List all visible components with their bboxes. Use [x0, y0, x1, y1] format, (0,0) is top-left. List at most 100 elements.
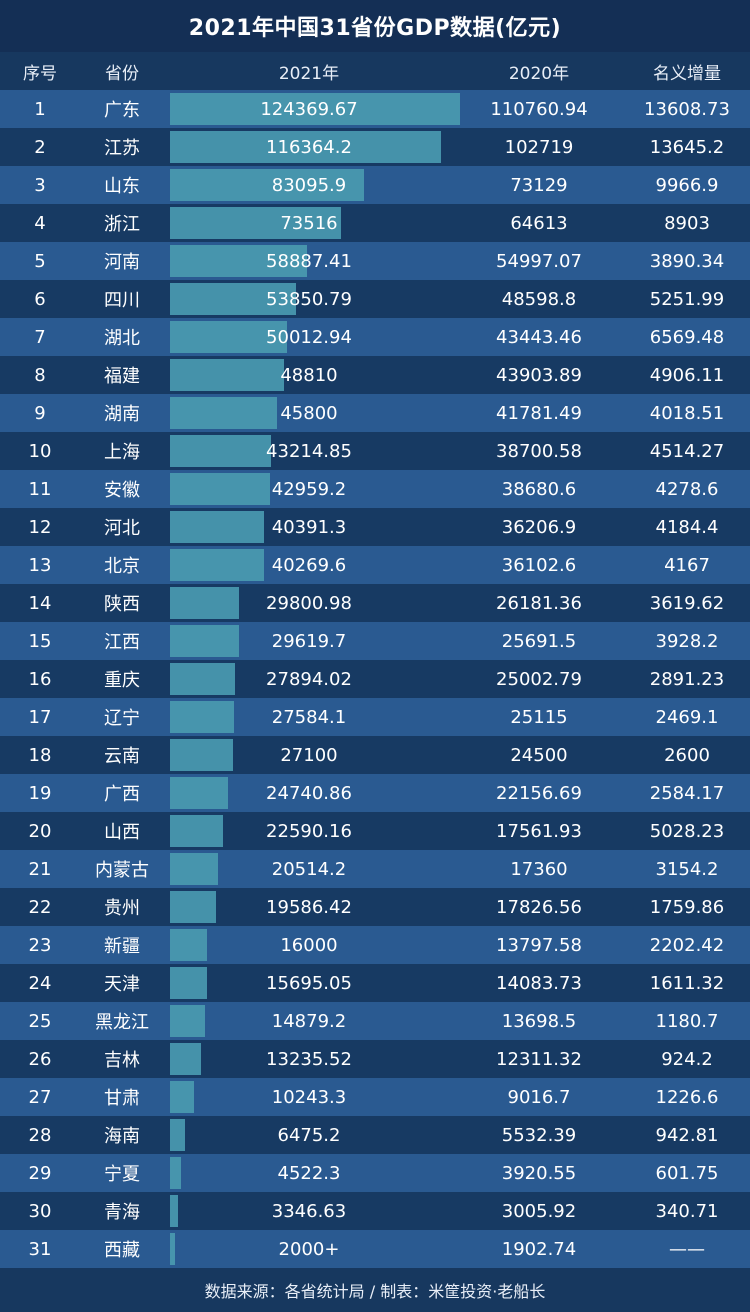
row-gdp-2021-value: 27100	[280, 744, 338, 766]
row-gdp-2021-cell: 40269.6	[164, 546, 454, 584]
table-body: 1 广东 124369.67 110760.94 13608.73 2 江苏 116364.2…	[0, 90, 750, 1268]
table-row: 31 西藏 2000+ 1902.74 ——	[0, 1230, 750, 1268]
row-gdp-2020: 14083.73	[496, 972, 582, 994]
gdp-2021-bar	[170, 1005, 205, 1037]
row-gdp-2021-cell: 29619.7	[164, 622, 454, 660]
row-index: 1	[34, 98, 46, 120]
row-gdp-2021-cell: 27584.1	[164, 698, 454, 736]
row-gdp-2021-cell: 73516	[164, 204, 454, 242]
table-row: 27 甘肃 10243.3 9016.7 1226.6	[0, 1078, 750, 1116]
row-gdp-2020: 43443.46	[496, 326, 582, 348]
row-gdp-2020: 25691.5	[501, 630, 577, 652]
row-gdp-2021-cell: 58887.41	[164, 242, 454, 280]
row-gdp-2021-value: 124369.67	[260, 98, 358, 120]
row-province: 甘肃	[104, 1088, 140, 1109]
row-gdp-2020: 41781.49	[496, 402, 582, 424]
row-gdp-2021-cell: 22590.16	[164, 812, 454, 850]
table-row: 25 黑龙江 14879.2 13698.5 1180.7	[0, 1002, 750, 1040]
gdp-2021-bar	[170, 321, 287, 353]
header-increase: 名义增量	[653, 63, 721, 84]
row-gdp-2020: 13698.5	[501, 1010, 577, 1032]
row-gdp-2021-value: 22590.16	[266, 820, 352, 842]
row-index: 26	[28, 1048, 52, 1070]
row-gdp-2020: 13797.58	[496, 934, 582, 956]
row-index: 29	[28, 1162, 52, 1184]
row-gdp-2021-cell: 83095.9	[164, 166, 454, 204]
row-index: 28	[28, 1124, 52, 1146]
gdp-2021-bar	[170, 245, 308, 277]
row-gdp-2020: 24500	[510, 744, 568, 766]
chart-title: 2021年中国31省份GDP数据(亿元)	[0, 0, 750, 52]
header-gdp-2021: 2021年	[278, 63, 340, 84]
row-gdp-2021-value: 27584.1	[271, 706, 347, 728]
table-row: 20 山西 22590.16 17561.93 5028.23	[0, 812, 750, 850]
table-row: 16 重庆 27894.02 25002.79 2891.23	[0, 660, 750, 698]
row-gdp-2021-cell: 27894.02	[164, 660, 454, 698]
row-gdp-2021-cell: 116364.2	[164, 128, 454, 166]
row-increase: 340.71	[655, 1200, 719, 1222]
gdp-2021-bar	[170, 967, 207, 999]
row-province: 广西	[104, 784, 140, 805]
row-increase: 13608.73	[644, 98, 730, 120]
row-index: 30	[28, 1200, 52, 1222]
row-gdp-2021-cell: 53850.79	[164, 280, 454, 318]
row-increase: 1226.6	[655, 1086, 719, 1108]
row-index: 5	[34, 250, 46, 272]
row-increase: 4906.11	[649, 364, 725, 386]
row-index: 24	[28, 972, 52, 994]
row-index: 8	[34, 364, 46, 386]
row-province: 宁夏	[104, 1164, 140, 1185]
gdp-2021-bar	[170, 853, 218, 885]
row-gdp-2021-value: 19586.42	[266, 896, 352, 918]
row-index: 9	[34, 402, 46, 424]
gdp-2021-bar	[170, 1043, 201, 1075]
gdp-2021-bar	[170, 815, 223, 847]
gdp-2021-bar	[170, 131, 442, 163]
row-index: 19	[28, 782, 52, 804]
row-gdp-2021-value: 58887.41	[266, 250, 352, 272]
row-province: 上海	[104, 442, 140, 463]
row-gdp-2021-value: 29800.98	[266, 592, 352, 614]
row-gdp-2020: 17360	[510, 858, 568, 880]
row-gdp-2021-cell: 19586.42	[164, 888, 454, 926]
row-increase: 2202.42	[649, 934, 725, 956]
row-index: 20	[28, 820, 52, 842]
gdp-2021-bar	[170, 473, 271, 505]
row-increase: 942.81	[655, 1124, 719, 1146]
row-gdp-2021-value: 53850.79	[266, 288, 352, 310]
table-row: 17 辽宁 27584.1 25115 2469.1	[0, 698, 750, 736]
row-gdp-2021-cell: 6475.2	[164, 1116, 454, 1154]
row-increase: 601.75	[655, 1162, 719, 1184]
row-gdp-2021-cell: 15695.05	[164, 964, 454, 1002]
row-gdp-2021-value: 10243.3	[271, 1086, 347, 1108]
row-increase: 3154.2	[655, 858, 719, 880]
table-row: 28 海南 6475.2 5532.39 942.81	[0, 1116, 750, 1154]
gdp-2021-bar	[170, 359, 284, 391]
row-province: 河北	[104, 518, 140, 539]
row-index: 23	[28, 934, 52, 956]
row-province: 辽宁	[104, 708, 140, 729]
gdp-2021-bar	[170, 929, 208, 961]
table-row: 3 山东 83095.9 73129 9966.9	[0, 166, 750, 204]
row-index: 25	[28, 1010, 52, 1032]
row-gdp-2021-cell: 20514.2	[164, 850, 454, 888]
row-increase: 2600	[664, 744, 710, 766]
row-increase: 2584.17	[649, 782, 725, 804]
row-gdp-2020: 38680.6	[501, 478, 577, 500]
table-row: 4 浙江 73516 64613 8903	[0, 204, 750, 242]
row-index: 16	[28, 668, 52, 690]
row-index: 18	[28, 744, 52, 766]
gdp-2021-bar	[170, 1081, 194, 1113]
row-gdp-2021-value: 43214.85	[266, 440, 352, 462]
row-increase: 3928.2	[655, 630, 719, 652]
table-row: 5 河南 58887.41 54997.07 3890.34	[0, 242, 750, 280]
row-gdp-2021-value: 20514.2	[271, 858, 347, 880]
row-increase: 4184.4	[655, 516, 719, 538]
row-gdp-2020: 54997.07	[496, 250, 582, 272]
row-gdp-2020: 3920.55	[501, 1162, 577, 1184]
row-gdp-2021-value: 73516	[280, 212, 338, 234]
row-province: 内蒙古	[95, 860, 149, 881]
row-province: 福建	[104, 366, 140, 387]
table-row: 6 四川 53850.79 48598.8 5251.99	[0, 280, 750, 318]
row-gdp-2020: 73129	[510, 174, 568, 196]
